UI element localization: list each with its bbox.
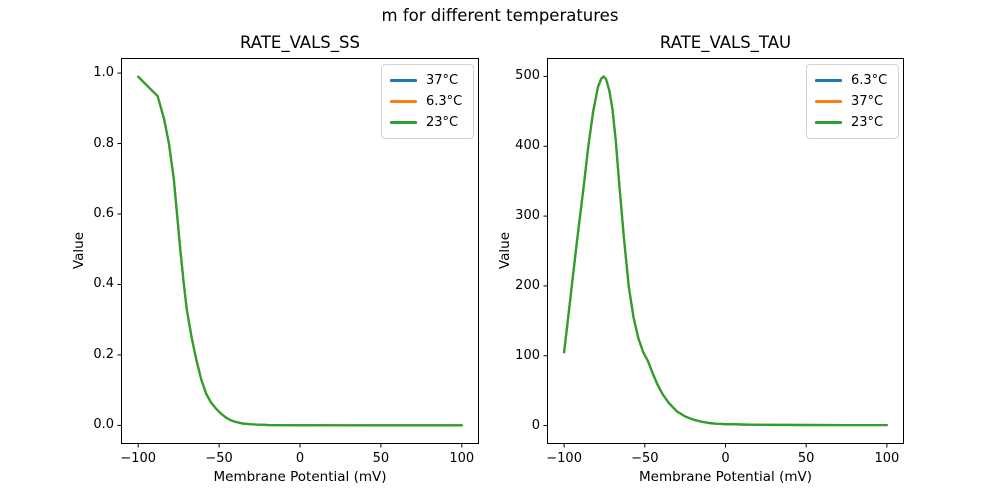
y-tick-label: 1.0 — [93, 65, 114, 81]
figure-suptitle: m for different temperatures — [381, 6, 619, 25]
subplot-rate-vals-tau: RATE_VALS_TAU Membrane Potential (mV) Va… — [497, 34, 904, 485]
y-tick-label: 0.4 — [93, 276, 114, 292]
y-tick-label: 100 — [515, 347, 540, 363]
x-tick-label: 0 — [295, 451, 305, 466]
x-tick-label: −100 — [120, 451, 157, 466]
legend-label: 37°C — [851, 93, 884, 109]
plot-area — [117, 72, 463, 448]
x-tick-label: −50 — [631, 451, 659, 466]
legend-label: 23°C — [851, 114, 884, 130]
x-tick-label: −50 — [205, 451, 233, 466]
legend-line-sample — [390, 121, 417, 124]
subplot-tau-x-axis-label: Membrane Potential (mV) — [638, 469, 812, 485]
subplot-ss-title: RATE_VALS_SS — [240, 33, 360, 52]
legend-row: 6.3°C — [815, 71, 890, 90]
legend-line-sample — [390, 79, 417, 82]
x-tick-label: 100 — [449, 451, 475, 466]
x-tick-label: 50 — [797, 451, 815, 466]
y-tick-label: 0.6 — [93, 206, 114, 221]
y-tick-label: 0.0 — [93, 417, 114, 433]
x-tick-label: 0 — [721, 451, 730, 466]
subplot-tau-y-axis-label: Value — [497, 232, 513, 270]
y-tick-label: 0.8 — [93, 135, 114, 151]
y-tick-label: 500 — [515, 68, 540, 84]
subplot-tau-legend: 6.3°C 37°C 23°C — [806, 64, 899, 139]
legend-row: 23°C — [815, 113, 890, 132]
subplot-rate-vals-ss: RATE_VALS_SS Membrane Potential (mV) Val… — [71, 34, 479, 485]
x-tick-label: 100 — [874, 451, 900, 466]
legend-row: 37°C — [815, 92, 890, 111]
y-tick-label: 300 — [515, 208, 540, 224]
legend-row: 6.3°C — [390, 92, 465, 111]
legend-row: 37°C — [390, 71, 465, 90]
subplot-ss-y-axis-label: Value — [71, 232, 87, 270]
y-tick-label: 400 — [515, 138, 540, 154]
series-line-23°C — [563, 75, 888, 427]
legend-line-sample — [390, 100, 417, 103]
legend-line-sample — [815, 100, 842, 103]
x-tick-label: −100 — [546, 451, 582, 466]
legend-label: 23°C — [426, 114, 459, 130]
legend-line-sample — [815, 79, 842, 82]
y-tick-label: 0 — [531, 417, 540, 433]
legend-line-sample — [815, 121, 842, 124]
subplot-tau-title: RATE_VALS_TAU — [659, 33, 792, 52]
y-tick-label: 0.2 — [93, 346, 114, 362]
series-line-23°C — [137, 75, 463, 427]
subplot-ss-x-axis-label: Membrane Potential (mV) — [213, 469, 387, 485]
legend-label: 37°C — [426, 72, 459, 88]
y-tick-label: 200 — [515, 277, 540, 293]
legend-label: 6.3°C — [426, 93, 463, 109]
subplot-ss-legend: 37°C 6.3°C 23°C — [381, 64, 474, 139]
legend-row: 23°C — [390, 113, 465, 132]
legend-label: 6.3°C — [851, 72, 888, 88]
x-tick-label: 50 — [372, 451, 390, 466]
plot-area — [543, 75, 888, 448]
